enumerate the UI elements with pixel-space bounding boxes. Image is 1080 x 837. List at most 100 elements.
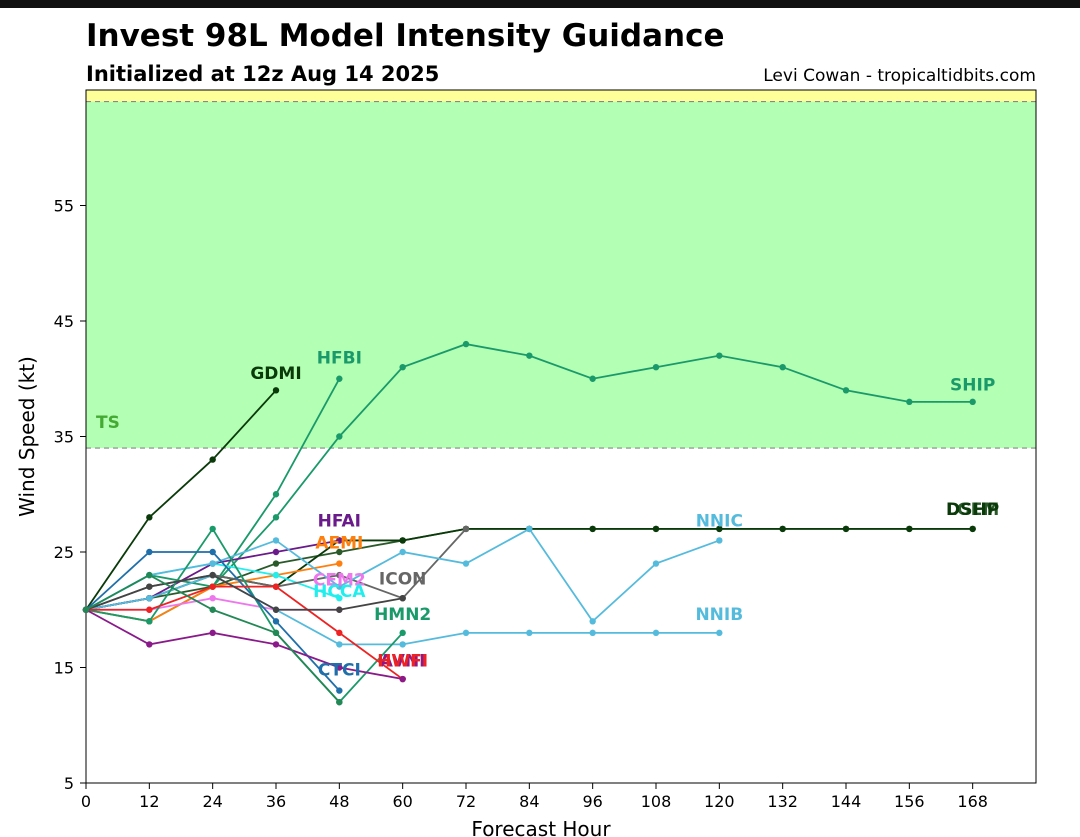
data-point-nnib bbox=[336, 641, 343, 648]
data-point-nnib bbox=[146, 595, 153, 602]
y-tick-label: 55 bbox=[54, 197, 74, 216]
y-tick-label: 35 bbox=[54, 428, 74, 447]
data-point-unlabeled-16 bbox=[146, 583, 153, 590]
model-label-hfbi: HFBI bbox=[317, 349, 362, 369]
y-tick-label: 5 bbox=[64, 774, 74, 793]
data-point-unlabeled-16 bbox=[336, 606, 343, 613]
data-point-ctci bbox=[336, 687, 343, 694]
data-point-nnic bbox=[716, 537, 723, 544]
model-label-hcca: HCCA bbox=[313, 582, 366, 602]
data-point-unlabeled-17 bbox=[209, 606, 216, 613]
x-tick-label: 168 bbox=[957, 792, 988, 811]
data-point-ship bbox=[462, 340, 470, 348]
data-point-dshp bbox=[716, 525, 723, 533]
x-tick-label: 72 bbox=[456, 792, 476, 811]
data-point-lgem bbox=[272, 560, 280, 567]
data-point-dshp bbox=[842, 525, 850, 533]
data-point-hfbi bbox=[336, 375, 343, 382]
data-point-gdmi bbox=[146, 514, 153, 521]
data-point-hmn2 bbox=[399, 629, 406, 637]
data-point-dshp bbox=[969, 525, 976, 533]
model-label-nnib: NNIB bbox=[695, 605, 743, 625]
data-point-dshp bbox=[906, 525, 913, 533]
data-point-ship bbox=[526, 352, 533, 359]
data-point-hwfi bbox=[209, 583, 216, 590]
model-label-lgem: LGEM bbox=[946, 500, 999, 520]
series-line-gdmi bbox=[85, 389, 277, 611]
data-point-ship bbox=[589, 375, 596, 382]
x-tick-label: 24 bbox=[202, 792, 222, 811]
data-point-dshp bbox=[589, 525, 596, 533]
data-point-hwfi bbox=[336, 629, 343, 637]
y-tick-label: 45 bbox=[54, 312, 74, 331]
data-point-hfbi bbox=[272, 491, 280, 498]
data-point-dshp bbox=[779, 525, 786, 533]
series-line-unlabeled-17 bbox=[85, 574, 340, 703]
series-line-dshp bbox=[85, 528, 973, 611]
x-tick-label: 36 bbox=[266, 792, 286, 811]
data-point-nnic bbox=[526, 525, 533, 533]
data-point-hcca bbox=[272, 571, 280, 579]
data-point-hwfi bbox=[146, 606, 153, 613]
top-border bbox=[0, 0, 1080, 8]
zone-label-ts: TS bbox=[96, 413, 120, 433]
data-point-ship bbox=[969, 398, 976, 406]
chart-credit: Levi Cowan - tropicaltidbits.com bbox=[763, 66, 1036, 86]
x-tick-label: 156 bbox=[894, 792, 925, 811]
x-tick-label: 48 bbox=[329, 792, 349, 811]
data-point-unlabeled-17 bbox=[82, 606, 90, 613]
zone-band-0 bbox=[86, 101, 1036, 449]
model-label-avni: AVNI bbox=[380, 651, 426, 671]
data-point-unlabeled-16 bbox=[399, 595, 406, 602]
data-point-nnic bbox=[652, 560, 660, 567]
data-point-dshp bbox=[652, 525, 660, 533]
chart-title: Invest 98L Model Intensity Guidance bbox=[86, 18, 725, 54]
data-point-ship bbox=[399, 364, 406, 371]
y-tick-label: 15 bbox=[54, 659, 74, 678]
data-point-avni bbox=[336, 664, 343, 671]
data-point-icon bbox=[336, 571, 343, 579]
data-point-lgem bbox=[336, 548, 343, 556]
x-tick-label: 96 bbox=[582, 792, 602, 811]
x-tick-label: 120 bbox=[704, 792, 735, 811]
data-point-hwfi bbox=[272, 583, 280, 590]
data-point-aemi bbox=[336, 560, 343, 567]
x-tick-label: 84 bbox=[519, 792, 539, 811]
x-tick-label: 132 bbox=[767, 792, 798, 811]
data-point-nnib bbox=[399, 641, 406, 648]
model-label-ship: SHIP bbox=[950, 375, 995, 395]
zone-band-1 bbox=[86, 90, 1036, 102]
data-point-unlabeled-16 bbox=[209, 571, 216, 579]
data-point-hfai bbox=[336, 537, 343, 544]
series-line-hmn2 bbox=[85, 527, 404, 704]
data-point-nnib bbox=[652, 629, 660, 637]
data-point-ctci bbox=[146, 548, 153, 556]
data-point-nnib bbox=[716, 629, 723, 637]
data-point-hfai bbox=[272, 548, 280, 556]
data-point-ship bbox=[336, 433, 343, 440]
data-point-ctci bbox=[272, 618, 280, 625]
chart-subtitle: Initialized at 12z Aug 14 2025 bbox=[86, 62, 440, 86]
data-point-hmn2 bbox=[146, 618, 153, 625]
series-line-unlabeled-16 bbox=[85, 574, 403, 611]
data-point-avni bbox=[399, 675, 406, 683]
model-label-dshp: DSHP bbox=[946, 500, 999, 520]
series-line-lgem bbox=[85, 528, 973, 611]
series-line-avni bbox=[85, 608, 403, 680]
data-point-nnib bbox=[589, 629, 596, 637]
data-point-nnib bbox=[526, 629, 533, 637]
model-label-hmn2: HMN2 bbox=[374, 605, 431, 625]
data-point-hcca bbox=[336, 595, 343, 602]
model-label-icon: ICON bbox=[379, 569, 426, 589]
data-point-nnic bbox=[589, 618, 596, 625]
x-tick-label: 12 bbox=[139, 792, 159, 811]
data-point-ship bbox=[906, 398, 913, 406]
data-point-ship bbox=[842, 387, 850, 394]
data-point-gdmi bbox=[272, 387, 280, 394]
data-point-nnic bbox=[336, 583, 343, 590]
data-point-unlabeled-16 bbox=[272, 606, 280, 613]
model-label-nnic: NNIC bbox=[696, 512, 743, 532]
model-label-aemi: AEMI bbox=[315, 534, 363, 554]
y-axis-label: Wind Speed (kt) bbox=[15, 356, 39, 517]
